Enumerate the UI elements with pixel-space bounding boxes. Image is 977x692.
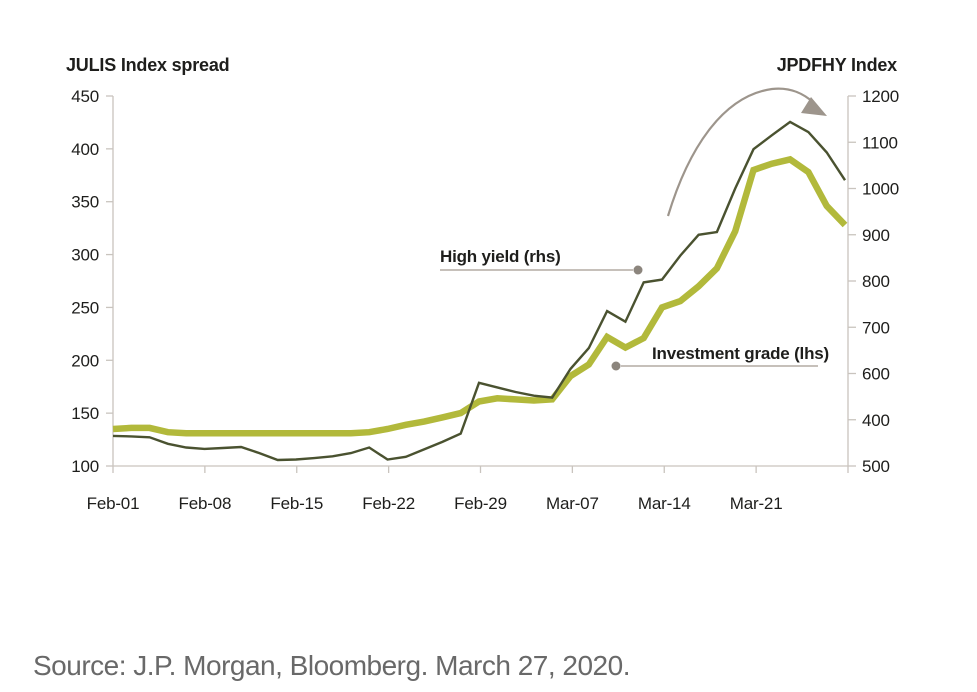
right-axis-tick-label: 500 [862,457,890,476]
right-axis-tick-label: 900 [862,226,890,245]
x-axis-tick-label: Feb-29 [454,494,507,513]
right-axis-tick-label: 600 [862,365,890,384]
right-axis-tick-label: 400 [862,411,890,430]
annotations: High yield (rhs) Investment grade (lhs) [440,87,829,371]
left-axis-tick-label: 150 [71,404,99,423]
trend-arrow-head [801,97,827,116]
x-axis-tick-label: Mar-07 [546,494,599,513]
series-line-high-yield [112,120,847,462]
right-axis-tick-label: 800 [862,272,890,291]
series-lines [112,120,848,462]
x-axis-tick-label: Mar-21 [730,494,783,513]
left-axis-tick-label: 300 [71,246,99,265]
axes: 450 400 350 300 250 200 150 100 1200 1100 1000 900 8… [71,87,899,513]
left-axis-title: JULIS Index spread [66,55,229,75]
left-axis-tick-label: 450 [71,87,99,106]
right-axis-tick-label: 1100 [862,133,898,152]
left-axis-tick-label: 250 [71,298,99,317]
right-axis-tick-label: 1000 [862,180,899,199]
left-axis-tick-label: 350 [71,193,99,212]
source-note: Source: J.P. Morgan, Bloomberg. March 27… [33,650,630,681]
x-axis-tick-label: Feb-22 [362,494,415,513]
left-axis-tick-label: 200 [71,351,99,370]
high-yield-label: High yield (rhs) [440,247,561,266]
right-axis-title: JPDFHY Index [777,55,897,75]
x-axis-tick-label: Feb-15 [270,494,323,513]
right-axis-tick-label: 1200 [862,87,899,106]
right-axis-tick-label: 700 [862,318,890,337]
left-axis-tick-label: 100 [71,457,99,476]
x-axis-tick-label: Mar-14 [638,494,691,513]
series-line-investment-grade [112,155,848,437]
high-yield-leader-dot [633,265,643,275]
investment-grade-label: Investment grade (lhs) [652,344,829,363]
x-axis-tick-label: Feb-08 [179,494,232,513]
investment-grade-leader-dot [611,361,621,371]
trend-arrow [666,87,815,217]
left-axis-tick-label: 400 [71,140,99,159]
x-axis-tick-label: Feb-01 [87,494,140,513]
